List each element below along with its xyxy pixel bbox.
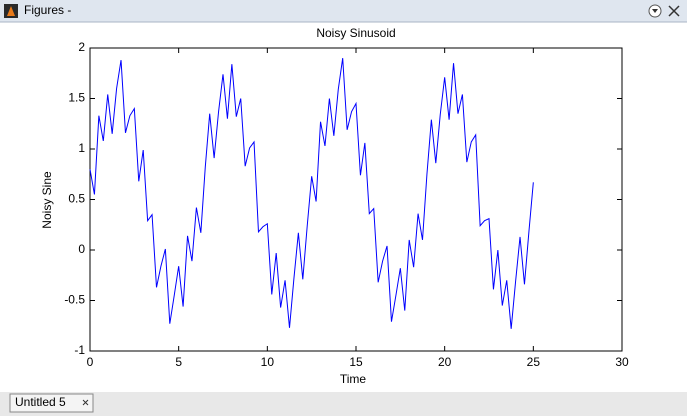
y-tick-label: 0.5	[68, 192, 85, 206]
x-tick-label: 20	[438, 355, 452, 369]
x-tick-label: 30	[615, 355, 629, 369]
window-title: Figures -	[24, 3, 71, 17]
x-tick-label: 5	[175, 355, 182, 369]
x-tick-label: 15	[349, 355, 363, 369]
tab-strip	[0, 392, 687, 416]
y-tick-label: 1.5	[68, 91, 85, 105]
x-tick-label: 10	[261, 355, 275, 369]
tab[interactable]	[9, 393, 94, 413]
data-line	[89, 58, 534, 329]
x-axis-label: Time	[340, 372, 367, 386]
axes-box	[89, 47, 623, 352]
y-tick-label: 2	[78, 40, 85, 54]
y-tick-label: -0.5	[64, 293, 85, 307]
tab-label: Untitled 5	[15, 395, 66, 409]
y-axis-label: Noisy Sine	[40, 171, 54, 229]
y-tick-label: 1	[78, 141, 85, 155]
app-icon-glyph	[7, 6, 15, 16]
tab-close[interactable]	[82, 399, 89, 406]
menu-arrow	[652, 9, 658, 13]
y-tick-label: -1	[74, 343, 85, 357]
y-tick-label: 0	[78, 242, 85, 256]
x-tick-label: 0	[87, 355, 94, 369]
close-button[interactable]	[668, 5, 680, 17]
x-tick-label: 25	[527, 355, 541, 369]
title-bar	[0, 0, 687, 22]
chart-title: Noisy Sinusoid	[316, 26, 395, 40]
